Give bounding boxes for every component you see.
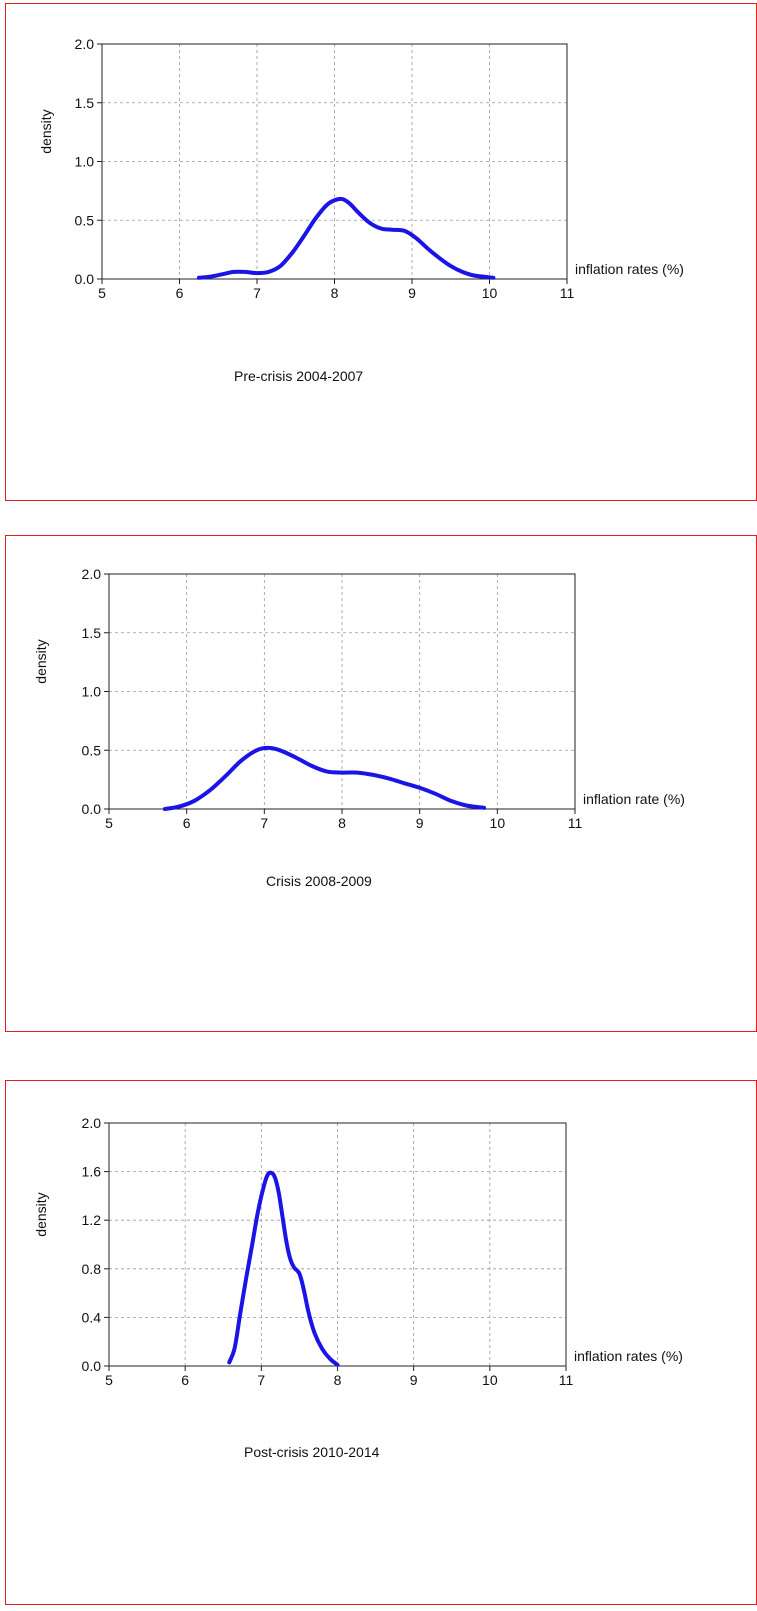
y-tick-label: 0.5	[82, 742, 102, 758]
x-tick-label: 5	[98, 285, 106, 301]
x-tick-label: 8	[334, 1372, 342, 1388]
chart-panel-post-crisis: 5 6 7 8 9 10 11 0.0 0.4 0.8 1.2 1.6 2.0 density inflat…	[5, 1080, 757, 1605]
x-tick-label: 9	[410, 1372, 418, 1388]
density-curve-post-crisis	[227, 1170, 340, 1367]
y-tick-label: 0.5	[75, 212, 95, 228]
chart-post-crisis: 5 6 7 8 9 10 11 0.0 0.4 0.8 1.2 1.6 2.0 density inflat…	[33, 1115, 683, 1460]
y-tick-label: 0.8	[82, 1261, 102, 1277]
x-tick-label: 5	[105, 1372, 113, 1388]
density-curve-pre-crisis	[196, 196, 496, 280]
x-tick-label: 7	[257, 1372, 265, 1388]
y-axis-title: density	[33, 639, 49, 683]
x-tick-label: 8	[331, 285, 339, 301]
x-tick-label: 10	[490, 815, 506, 831]
x-axis-title: inflation rates (%)	[574, 1348, 683, 1364]
y-axis-title: density	[33, 1192, 49, 1236]
y-tick-label: 1.0	[82, 684, 102, 700]
y-tick-label: 1.5	[82, 625, 102, 641]
x-tick-label: 11	[568, 815, 583, 831]
x-axis-title: inflation rate (%)	[583, 791, 685, 807]
x-tick-label: 5	[105, 815, 113, 831]
y-tick-label: 1.6	[82, 1164, 102, 1180]
y-tick-label: 2.0	[82, 1115, 102, 1131]
x-tick-label: 11	[560, 285, 575, 301]
x-tick-label: 10	[482, 1372, 498, 1388]
y-tick-label: 0.0	[82, 1358, 102, 1374]
y-tick-label: 0.4	[82, 1309, 102, 1325]
x-tick-label: 10	[482, 285, 498, 301]
y-tick-label: 0.0	[75, 271, 95, 287]
x-tick-label: 9	[416, 815, 424, 831]
chart-caption: Crisis 2008-2009	[266, 873, 372, 889]
x-tick-label: 11	[559, 1372, 574, 1388]
chart-pre-crisis: 5 6 7 8 9 10 11 0.0 0.5 1.0 1.5 2.0 density inflation…	[38, 36, 684, 384]
y-axis-title: density	[38, 109, 54, 153]
x-tick-label: 8	[338, 815, 346, 831]
x-tick-label: 6	[176, 285, 184, 301]
y-tick-label: 1.0	[75, 154, 95, 170]
x-tick-label: 9	[408, 285, 416, 301]
chart-panel-pre-crisis: 5 6 7 8 9 10 11 0.0 0.5 1.0 1.5 2.0 density inflation…	[5, 3, 757, 501]
x-tick-label: 6	[183, 815, 191, 831]
y-tick-label: 1.2	[82, 1212, 102, 1228]
x-tick-label: 7	[260, 815, 268, 831]
chart-caption: Post-crisis 2010-2014	[244, 1444, 380, 1460]
y-tick-label: 0.0	[82, 801, 102, 817]
x-tick-label: 7	[253, 285, 261, 301]
x-tick-label: 6	[181, 1372, 189, 1388]
chart-caption: Pre-crisis 2004-2007	[234, 368, 363, 384]
chart-panel-crisis: 5 6 7 8 9 10 11 0.0 0.5 1.0 1.5 2.0 density inflation…	[5, 535, 757, 1032]
y-tick-label: 1.5	[75, 95, 95, 111]
y-tick-label: 2.0	[82, 566, 102, 582]
y-tick-label: 2.0	[75, 36, 95, 52]
density-curve-crisis	[162, 745, 487, 811]
x-axis-title: inflation rates (%)	[575, 261, 684, 277]
chart-crisis: 5 6 7 8 9 10 11 0.0 0.5 1.0 1.5 2.0 density inflation…	[33, 566, 685, 889]
